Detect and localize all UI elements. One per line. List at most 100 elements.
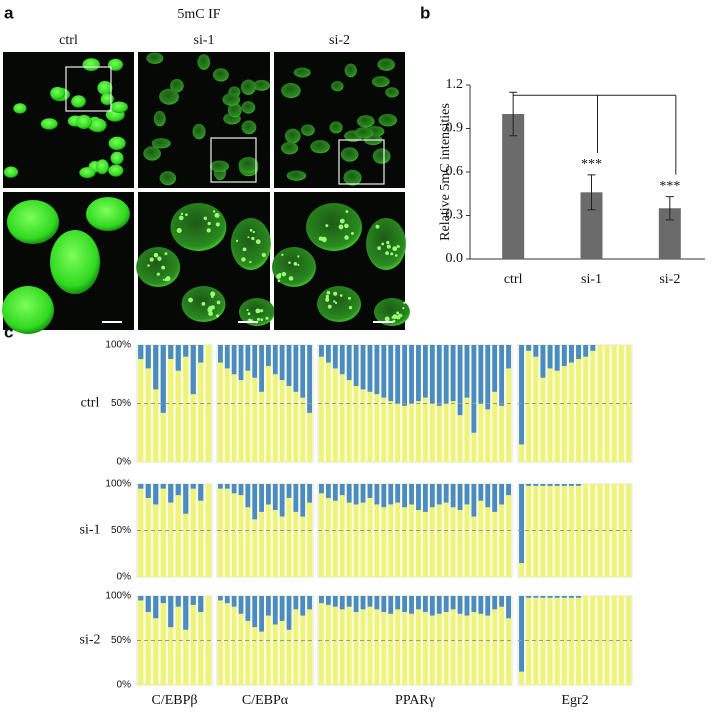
methylated-bar — [485, 345, 491, 410]
unmethylated-bar — [339, 374, 345, 462]
unmethylated-bar — [153, 504, 159, 577]
row-label: si-2 — [80, 633, 101, 648]
nucleus — [280, 141, 299, 155]
unmethylated-bar — [464, 615, 470, 685]
methylated-bar — [374, 484, 380, 505]
methylated-bar — [436, 484, 442, 505]
unmethylated-bar — [457, 613, 463, 685]
methylated-bar — [360, 484, 366, 503]
nucleus — [227, 102, 242, 118]
unmethylated-bar — [436, 504, 442, 577]
methylated-bar — [332, 484, 338, 501]
unmethylated-bar — [360, 609, 366, 685]
unmethylated-bar — [259, 511, 264, 577]
methylated-bar — [422, 345, 428, 398]
unmethylated-bar — [422, 511, 428, 577]
unmethylated-bar — [293, 511, 299, 577]
speckle — [386, 244, 391, 249]
methylated-bar — [436, 596, 442, 614]
nucleus — [170, 203, 227, 251]
methylated-bar — [238, 596, 244, 614]
inset-box — [65, 66, 112, 112]
unmethylated-bar — [238, 380, 244, 462]
unmethylated-bar — [499, 504, 505, 577]
methylated-bar — [138, 345, 144, 360]
methylated-bar — [457, 345, 463, 416]
nucleus — [241, 101, 256, 114]
methylated-bar — [381, 596, 387, 613]
methylated-bar — [395, 484, 401, 503]
speckle — [214, 212, 220, 218]
unmethylated-bar — [266, 615, 271, 685]
unmethylated-bar — [533, 356, 539, 462]
methylated-bar — [533, 596, 539, 598]
unmethylated-bar — [381, 397, 387, 462]
nucleus — [293, 67, 311, 78]
unmethylated-bar — [471, 516, 477, 577]
nucleus — [192, 123, 206, 140]
methylated-bar — [259, 596, 264, 632]
nucleus — [354, 127, 374, 139]
unmethylated-bar — [499, 405, 505, 462]
unmethylated-bar — [611, 484, 617, 577]
methylated-bar — [499, 484, 505, 505]
unmethylated-bar — [183, 513, 189, 577]
methylated-bar — [168, 596, 174, 628]
unmethylated-bar — [506, 495, 511, 577]
column-label: si-1 — [194, 33, 215, 48]
nucleus — [281, 82, 301, 99]
speckle — [339, 218, 345, 224]
nucleus — [371, 76, 390, 88]
unmethylated-bar — [279, 380, 285, 462]
nucleus — [340, 147, 359, 162]
speckle — [161, 265, 166, 270]
methylated-bar — [478, 484, 484, 501]
x-tick-label: si-2 — [659, 272, 680, 287]
methylated-bar — [168, 345, 174, 360]
unmethylated-bar — [145, 497, 151, 577]
speckle — [293, 262, 298, 266]
unmethylated-bar — [224, 488, 230, 577]
y-tick-label: 0% — [117, 457, 132, 468]
unmethylated-bar — [238, 613, 244, 685]
methylated-bar — [450, 596, 456, 610]
unmethylated-bar — [388, 613, 394, 685]
y-tick-label: 100% — [105, 479, 131, 490]
unmethylated-bar — [381, 612, 387, 685]
y-tick-label: 100% — [105, 340, 131, 351]
nucleus — [110, 151, 124, 165]
speckle — [242, 247, 247, 252]
unmethylated-bar — [259, 631, 264, 685]
methylated-bar — [286, 345, 292, 386]
y-tick-label: 50% — [111, 525, 131, 536]
methylated-bar — [279, 484, 285, 517]
speckle — [339, 294, 343, 297]
methylated-bar — [519, 484, 525, 564]
speckle — [384, 316, 390, 322]
methylated-bar — [346, 596, 352, 607]
methylated-bar — [168, 484, 174, 503]
nucleus — [2, 286, 54, 334]
speckle — [318, 236, 323, 241]
methylated-bar — [554, 484, 560, 486]
methylated-bar — [272, 345, 278, 375]
speckle — [326, 290, 331, 295]
speckle — [288, 276, 294, 281]
speckle — [325, 224, 329, 228]
nucleus — [378, 113, 398, 127]
speckle — [288, 261, 291, 264]
unmethylated-bar — [526, 350, 532, 462]
unmethylated-bar — [526, 597, 532, 685]
row-label: ctrl — [81, 396, 100, 411]
speckle — [265, 316, 269, 320]
nucleus — [71, 95, 86, 108]
unmethylated-bar — [266, 366, 271, 462]
methylated-bar — [293, 484, 299, 512]
unmethylated-bar — [443, 502, 449, 577]
unmethylated-bar — [457, 510, 463, 577]
unmethylated-bar — [611, 345, 617, 462]
methylated-bar — [374, 345, 380, 395]
speckle — [235, 239, 239, 242]
unmethylated-bar — [540, 597, 546, 685]
unmethylated-bar — [307, 609, 312, 685]
